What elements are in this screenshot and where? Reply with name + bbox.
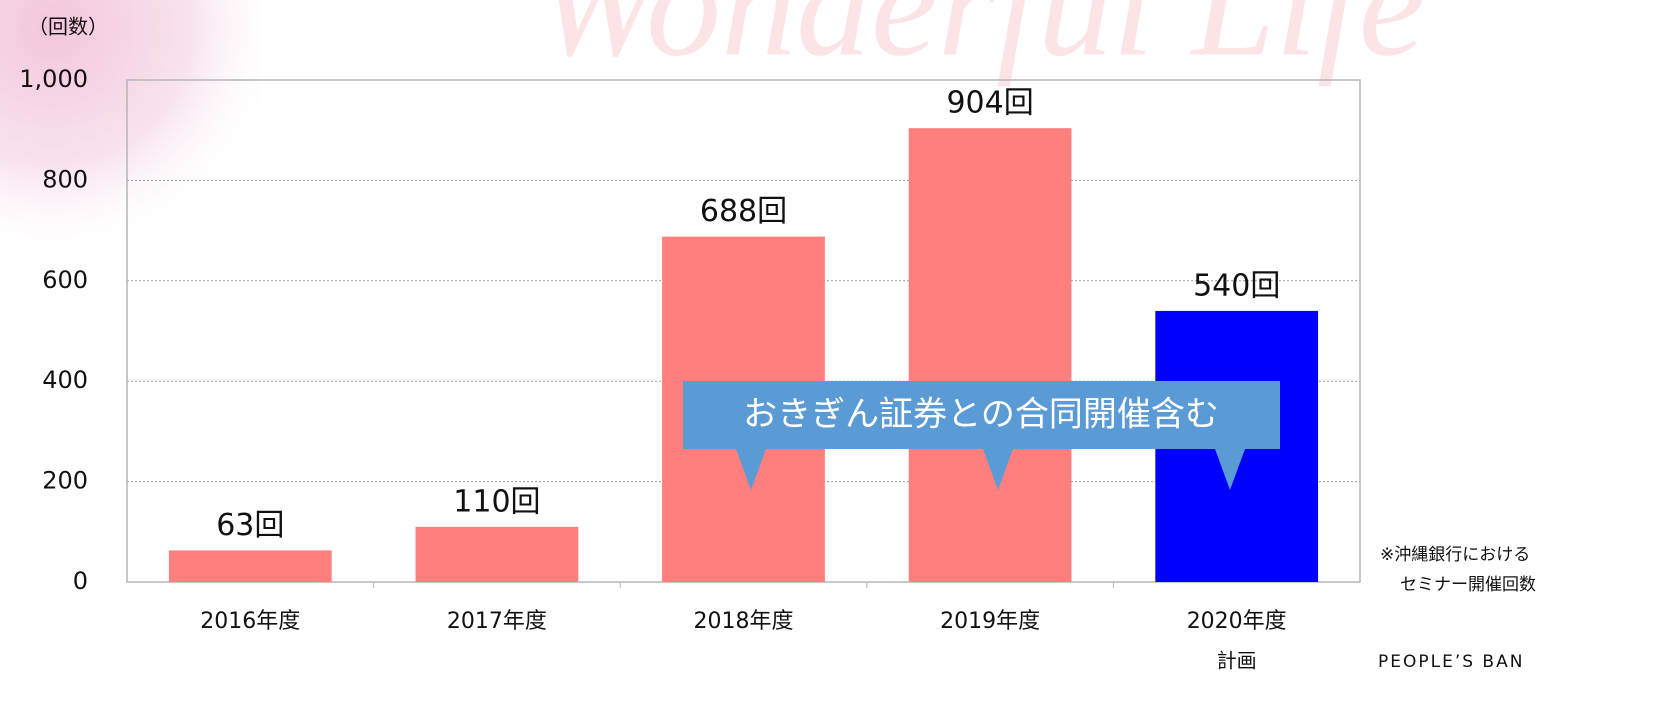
watermark: Wonderful Life [535, 0, 1425, 87]
value-label: 688回 [700, 194, 787, 229]
y-tick-label: 800 [42, 165, 88, 193]
note: セミナー開催回数 [1400, 575, 1536, 595]
note: ※沖縄銀行における [1380, 545, 1530, 565]
callout-text: おきぎん証券との合同開催含む [743, 395, 1219, 435]
value-label: 63回 [216, 508, 284, 543]
footer: PEOPLE’S BAN [1378, 652, 1524, 672]
y-tick-label: 600 [42, 266, 88, 294]
x-tick-label: 2019年度 [940, 609, 1040, 634]
y-tick-label: 1,000 [19, 65, 88, 93]
x-tick-label: 2016年度 [200, 609, 300, 634]
x-tick-label: 2017年度 [447, 609, 547, 634]
y-tick-label: 0 [73, 567, 88, 595]
value-label: 904回 [946, 86, 1033, 121]
value-label: 540回 [1193, 268, 1280, 303]
x-tick-label: 2018年度 [694, 609, 794, 634]
bar [415, 526, 579, 582]
callout: おきぎん証券との合同開催含む [683, 381, 1280, 490]
value-label: 110回 [453, 484, 540, 519]
bar [908, 128, 1072, 582]
plan-label: 計画 [1217, 649, 1257, 673]
callout-box [683, 381, 1280, 490]
x-tick-label: 2020年度 [1187, 609, 1287, 634]
bar [168, 550, 332, 582]
y-tick-label: 400 [42, 366, 88, 394]
y-tick-label: 200 [42, 467, 88, 495]
y-axis-label: （回数） [28, 15, 108, 39]
flower-decoration [0, 0, 260, 260]
